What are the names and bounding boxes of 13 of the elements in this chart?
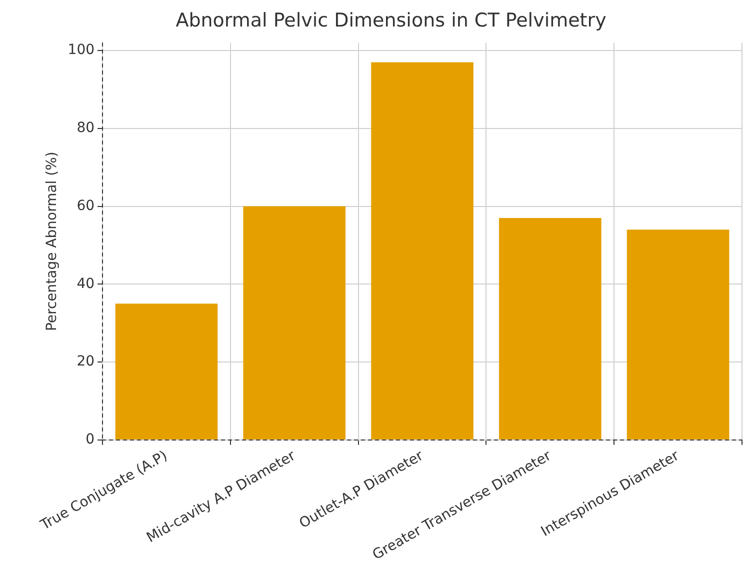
y-tick-label: 20 [76,354,95,370]
bar [243,206,346,440]
y-tick-label: 0 [86,432,95,448]
y-tick-label: 40 [76,276,95,292]
y-tick-label: 100 [68,42,95,58]
bar [115,304,218,440]
y-tick-label: 80 [76,120,95,136]
bar [626,230,730,440]
chart-title: Abnormal Pelvic Dimensions in CT Pelvimetry [176,9,606,32]
y-tick-label: 60 [76,198,95,214]
y-axis-title: Percentage Abnormal (%) [44,152,60,332]
bar [371,62,474,440]
bar [499,218,602,440]
